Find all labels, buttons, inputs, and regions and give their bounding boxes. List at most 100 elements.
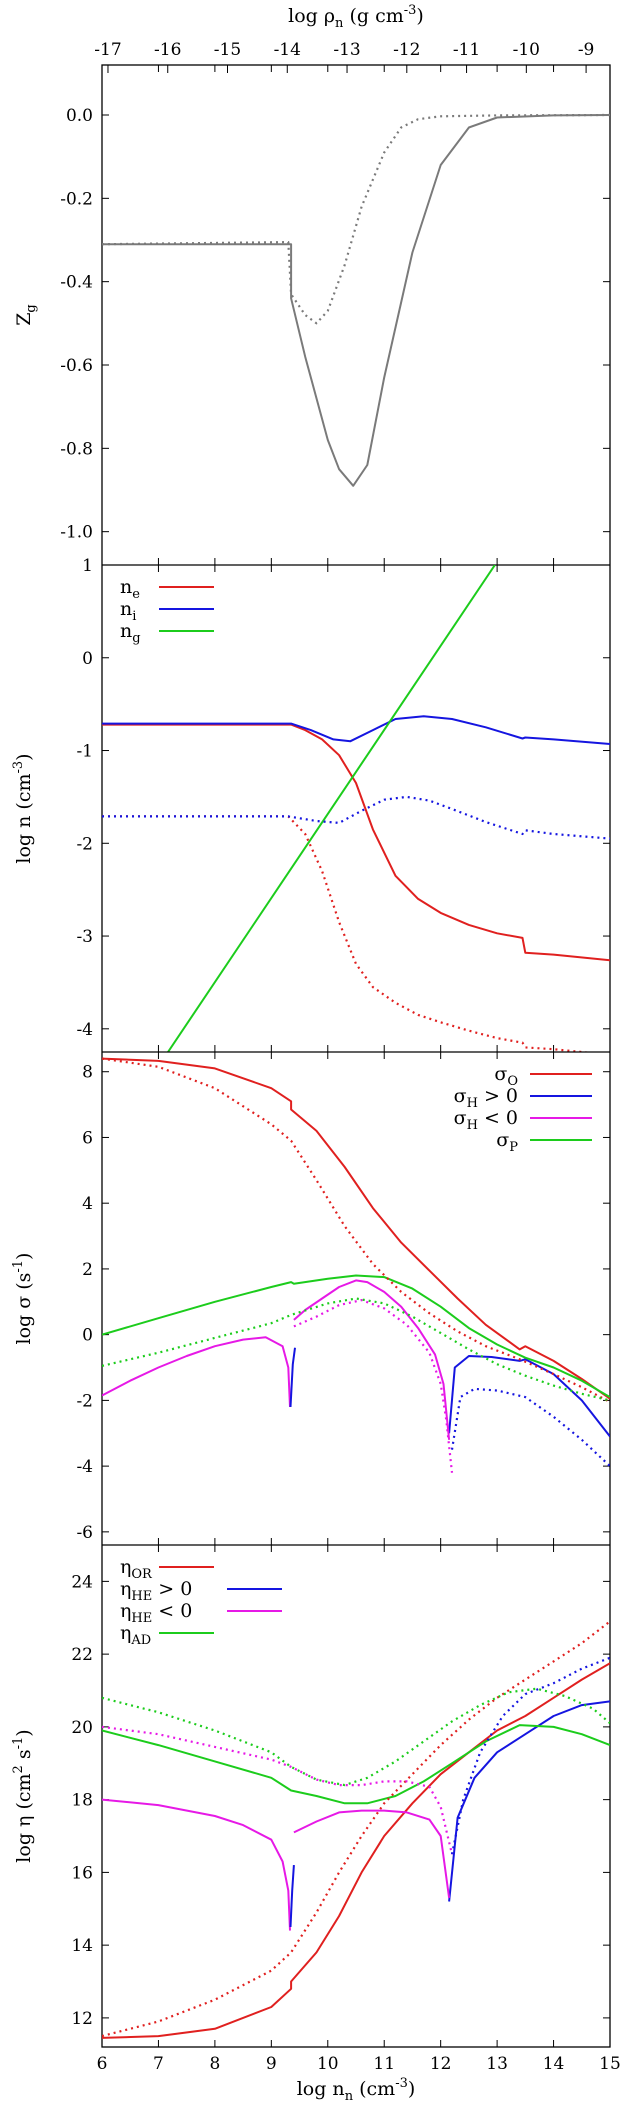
- legend-label: ηOR: [120, 1556, 153, 1582]
- top-tick-label: -12: [393, 40, 420, 60]
- legend-label: σO: [494, 1063, 518, 1089]
- y-tick-label: -1.0: [60, 523, 93, 543]
- x-tick-label: 9: [266, 2054, 277, 2074]
- legend-label: σH < 0: [454, 1107, 518, 1133]
- top-tick-label: -15: [214, 40, 241, 60]
- series-line-eOR_dotted: [102, 1620, 610, 2038]
- y-tick-label: -3: [76, 927, 93, 947]
- x-tick-label: 10: [317, 2054, 339, 2074]
- legend-label: ηHE < 0: [120, 1600, 192, 1626]
- y-tick-label: -1: [76, 742, 93, 762]
- plot-frame: [101, 64, 611, 2048]
- series-line-sP_dotted: [102, 1297, 610, 1402]
- x-tick-label: 7: [153, 2054, 164, 2074]
- series-group: [102, 1057, 610, 1473]
- series-line-ne_dotted: [102, 815, 593, 1052]
- series-line-ne_solid: [102, 723, 610, 962]
- x-tick-label: 14: [543, 2054, 565, 2074]
- top-tick-label: -9: [578, 40, 595, 60]
- series-line-ng_solid: [167, 565, 496, 1052]
- top-tick-label: -13: [333, 40, 360, 60]
- series-group: [102, 1620, 610, 2039]
- panel-1: 0.0 -0.2 -0.4 -0.6 -0.8 -1.0 Zg -17 -16 -15 -14 -13…: [13, 3, 611, 565]
- y-tick-label: 8: [82, 1063, 93, 1083]
- series-line-eOR_solid: [102, 1662, 610, 2039]
- series-line-ni_dotted: [102, 795, 610, 840]
- y-tick-label: 1: [82, 556, 93, 576]
- panels-group: 0.0-0.2-0.4-0.6-0.8-1.0Zg-17 -16 -15 -14 -13…: [11, 3, 621, 2101]
- y-tick-label: 24: [71, 1572, 93, 1592]
- y-tick-label: 0: [82, 1326, 93, 1346]
- y-tick-label: -6: [76, 1523, 93, 1543]
- series-line-eAD_solid: [102, 1724, 610, 1805]
- top-tick-label: -10: [513, 40, 540, 60]
- y-tick-label: 0: [82, 649, 93, 669]
- x-tick-label: 6: [97, 2054, 108, 2074]
- y-tick-label: 12: [71, 2009, 93, 2029]
- series-line-eHEneg_dotted: [102, 1725, 454, 1855]
- series-line-sH_pos_dotted: [450, 1387, 610, 1467]
- y-tick-label: 20: [71, 1718, 93, 1738]
- series-line-sH_pos_solid_b: [289, 1347, 296, 1408]
- y-tick-label: -0.4: [60, 273, 93, 293]
- series-line-eHEpos_dotted: [450, 1656, 610, 1855]
- y-tick-label: -4: [76, 1020, 93, 1040]
- legend-label: σH > 0: [454, 1085, 518, 1111]
- series-line-sP_solid: [102, 1274, 610, 1398]
- y-tick-label: -4: [76, 1457, 93, 1477]
- y-tick-label: 22: [71, 1645, 93, 1665]
- series-line-sH_neg_dotted: [293, 1298, 454, 1473]
- y-axis-label: log η (cm2 s-1): [11, 1729, 35, 1862]
- x-tick-label: 15: [599, 2054, 621, 2074]
- series-line-zg_solid: [102, 114, 610, 487]
- y-tick-label: -0.8: [60, 439, 93, 459]
- top-tick-label: -16: [154, 40, 181, 60]
- series-line-sH_pos_solid_a: [448, 1355, 610, 1438]
- series-group: [102, 565, 610, 1052]
- legend-label: ng: [120, 620, 141, 646]
- x-tick-label: 13: [486, 2054, 508, 2074]
- top-axis-label: log ρn (g cm-3): [288, 3, 424, 31]
- series-line-eAD_dotted: [102, 1687, 610, 1787]
- top-tick-label: -11: [453, 40, 480, 60]
- top-tick-label: -17: [94, 40, 121, 60]
- series-line-sH_neg_solid_b: [293, 1279, 451, 1440]
- series-line-zg_dotted: [102, 113, 610, 325]
- y-tick-label: -0.2: [60, 189, 93, 209]
- top-tick-label: -14: [274, 40, 301, 60]
- y-tick-label: 0.0: [66, 106, 93, 126]
- y-tick-label: 18: [71, 1791, 93, 1811]
- series-line-sO_dotted: [102, 1057, 610, 1403]
- series-line-eHEneg_solid_b: [293, 1809, 451, 1899]
- y-axis-label: log n (cm-3): [11, 753, 35, 863]
- series-line-eHEpos_solid_b: [289, 1865, 295, 1928]
- legend-label: σP: [496, 1129, 518, 1155]
- y-tick-label: -0.6: [60, 356, 93, 376]
- x-axis-label: log nn (cm-3): [297, 2076, 416, 2101]
- legend-label: ηHE > 0: [120, 1578, 192, 1604]
- y-axis-label: Zg: [13, 304, 39, 326]
- series-line-sO_solid: [102, 1057, 610, 1400]
- x-tick-label: 12: [430, 2054, 452, 2074]
- series-group: [102, 113, 610, 487]
- y-tick-label: 4: [82, 1194, 93, 1214]
- y-tick-label: 2: [82, 1260, 93, 1280]
- series-line-sH_neg_solid_a: [102, 1336, 291, 1408]
- x-tick-label: 11: [373, 2054, 395, 2074]
- series-line-ni_solid: [102, 715, 610, 745]
- y-tick-label: 14: [71, 1936, 93, 1956]
- y-tick-label: 6: [82, 1128, 93, 1148]
- legend-label: ne: [120, 576, 140, 602]
- y-tick-label: 16: [71, 1863, 93, 1883]
- y-tick-label: -2: [76, 834, 93, 854]
- x-tick-label: 8: [209, 2054, 220, 2074]
- legend-label: ni: [120, 598, 136, 624]
- y-tick-label: -2: [76, 1391, 93, 1411]
